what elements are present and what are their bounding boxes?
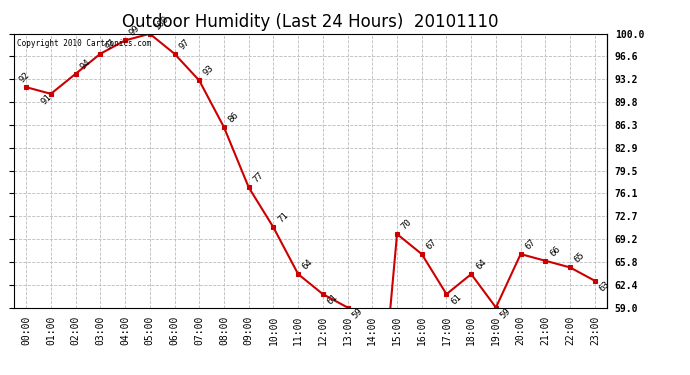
Text: 67: 67	[524, 237, 538, 251]
Text: 61: 61	[326, 292, 339, 307]
Text: 66: 66	[548, 244, 562, 258]
Text: 91: 91	[40, 92, 54, 106]
Text: 70: 70	[400, 217, 414, 231]
Title: Outdoor Humidity (Last 24 Hours)  20101110: Outdoor Humidity (Last 24 Hours) 2010111…	[122, 13, 499, 31]
Text: 64: 64	[301, 257, 315, 272]
Text: 97: 97	[177, 37, 191, 51]
Text: 100: 100	[152, 13, 170, 31]
Text: 59: 59	[499, 306, 513, 320]
Text: 65: 65	[573, 251, 587, 265]
Text: 61: 61	[449, 292, 463, 307]
Text: 86: 86	[227, 111, 241, 125]
Text: 77: 77	[251, 171, 266, 184]
Text: 63: 63	[598, 279, 611, 293]
Text: 64: 64	[474, 257, 488, 272]
Text: Copyright 2010 Cartronics.com: Copyright 2010 Cartronics.com	[17, 39, 151, 48]
Text: 67: 67	[424, 237, 439, 251]
Text: 94: 94	[79, 57, 92, 71]
Text: 99: 99	[128, 24, 142, 38]
Text: 97: 97	[103, 37, 117, 51]
Text: 71: 71	[276, 211, 290, 225]
Text: 92: 92	[18, 70, 32, 84]
Text: 29: 29	[0, 374, 1, 375]
Text: 93: 93	[202, 64, 216, 78]
Text: 59: 59	[351, 306, 364, 320]
